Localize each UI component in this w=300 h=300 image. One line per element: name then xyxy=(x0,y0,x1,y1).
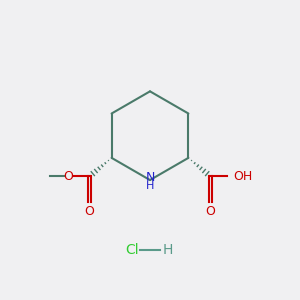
Text: OH: OH xyxy=(233,170,253,183)
Text: Cl: Cl xyxy=(125,243,139,257)
Text: O: O xyxy=(85,205,94,218)
Text: H: H xyxy=(146,181,154,191)
Text: O: O xyxy=(206,205,215,218)
Text: N: N xyxy=(145,171,155,184)
Text: H: H xyxy=(163,243,173,257)
Text: O: O xyxy=(63,170,73,183)
